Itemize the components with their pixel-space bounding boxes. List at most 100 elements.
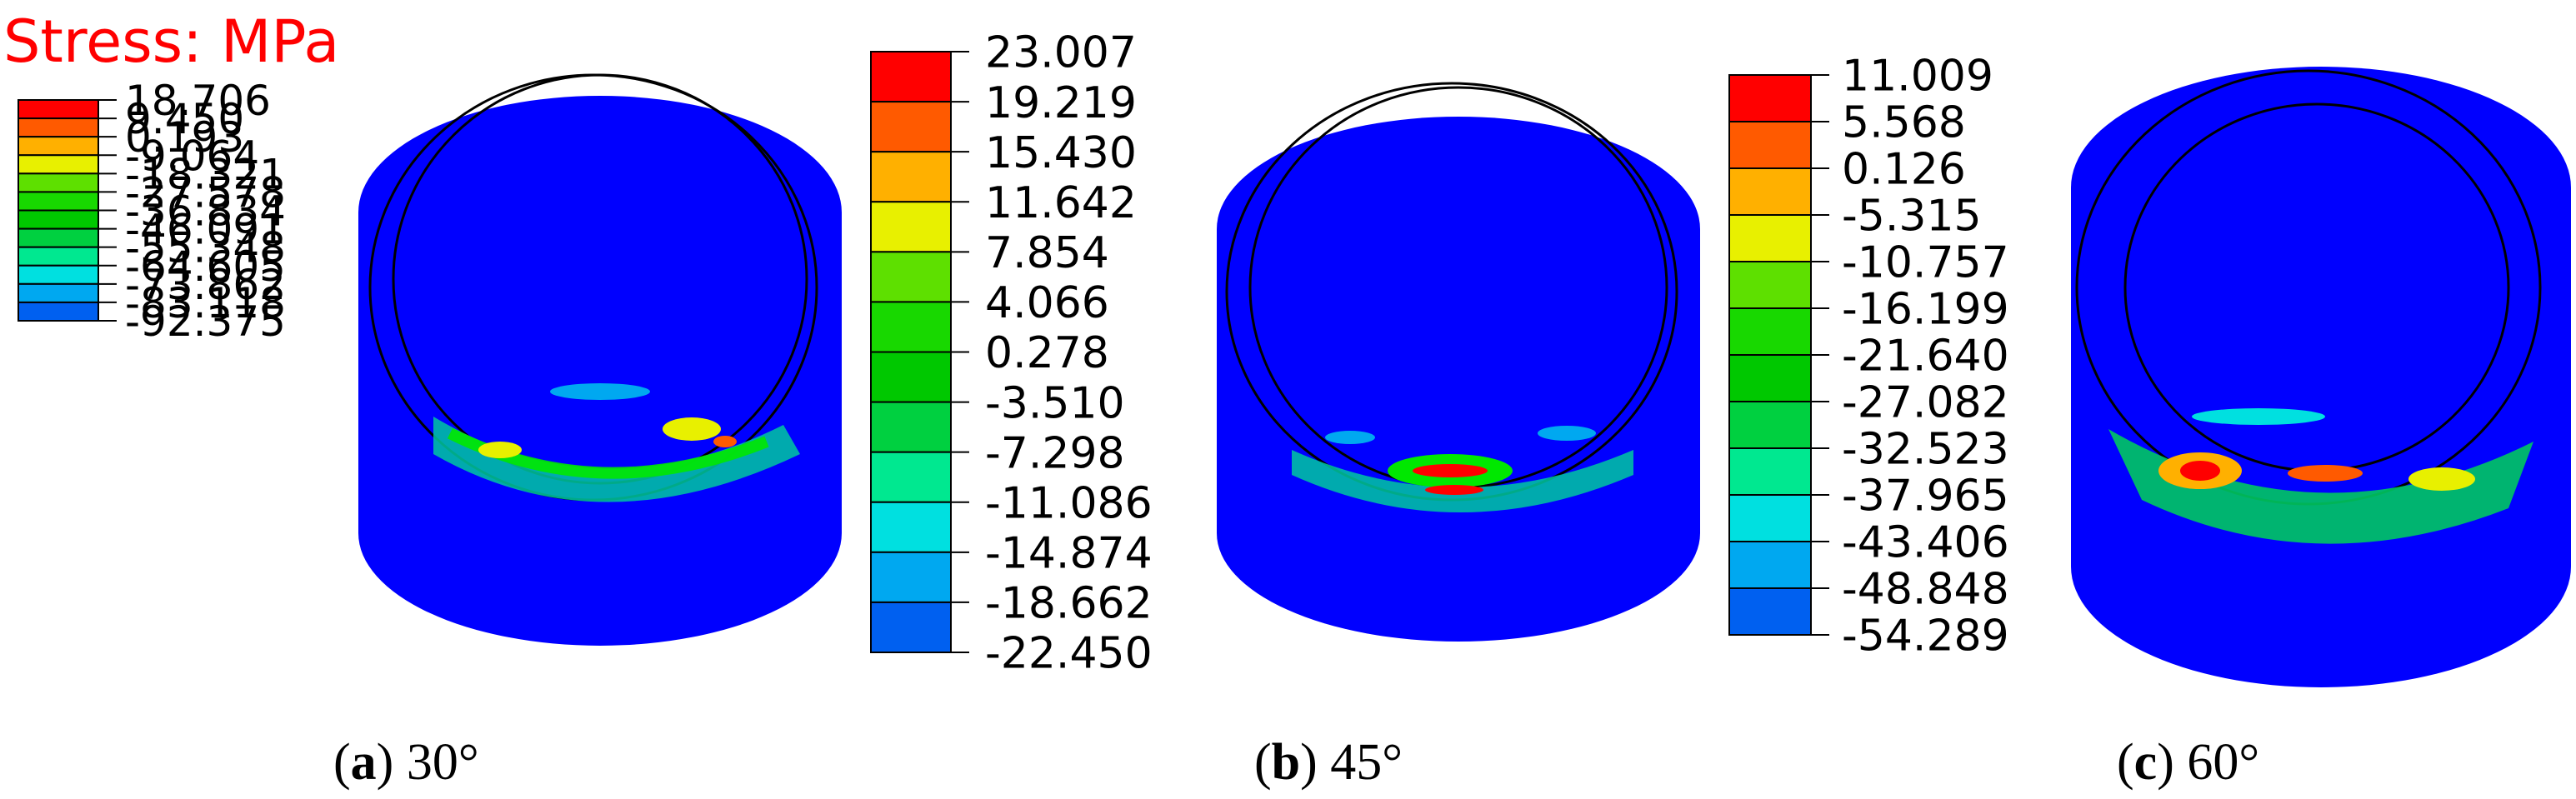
colorbar-label-c-12: -54.289: [1842, 612, 2009, 662]
colorbar-label-c-11: -48.848: [1842, 565, 2009, 615]
colorbar-band-b-3: [870, 201, 952, 253]
stress-band-b: [1292, 450, 1633, 512]
colorbar-label-c-2: 0.126: [1842, 145, 1966, 195]
colorbar-label-a-7: -46.091: [125, 206, 286, 254]
colorbar-band-a-11: [18, 301, 99, 322]
cylinder-side-c: [2071, 187, 2571, 687]
colorbar-label-b-0: 23.007: [985, 28, 1137, 78]
hotspot-a1: [663, 417, 721, 441]
hotspot-c2: [2180, 461, 2220, 481]
model-a: [358, 73, 842, 646]
colorbar-label-c-10: -43.406: [1842, 518, 2009, 568]
colorbar-band-a-2: [18, 136, 99, 157]
caption-letter-b: b: [1272, 734, 1300, 791]
colorbar-label-a-4: -18.321: [125, 150, 286, 198]
cylinder-top-c: [2071, 67, 2571, 308]
colorbar-label-c-0: 11.009: [1842, 52, 1993, 102]
colorbar-label-a-0: 18.706: [125, 77, 271, 125]
cylinder-side-a: [358, 212, 842, 646]
colorbar-label-c-6: -21.640: [1842, 332, 2009, 382]
colorbar-label-b-6: 0.278: [985, 328, 1109, 378]
colorbar-band-c-1: [1728, 121, 1812, 169]
colorbar-band-a-9: [18, 264, 99, 285]
colorbar-band-c-3: [1728, 214, 1812, 262]
cylinder-top-a: [358, 96, 842, 329]
colorbar-label-b-4: 7.854: [985, 228, 1109, 278]
caption-letter-a: a: [351, 734, 377, 791]
colorbar-label-b-12: -22.450: [985, 629, 1153, 679]
hotspot-a3: [713, 436, 737, 447]
colorbar-label-a-5: -27.578: [125, 168, 286, 217]
colorbar-label-a-11: -83.118: [125, 279, 286, 327]
colorbar-band-b-10: [870, 551, 952, 603]
cylinder-top-b: [1217, 117, 1700, 342]
colorbar-band-a-3: [18, 154, 99, 175]
panel-b: 23.00719.21915.43011.6427.8544.0660.278-…: [870, 28, 1700, 791]
colorbar-band-c-11: [1728, 587, 1812, 636]
hotspot-c4: [2408, 467, 2475, 491]
colorbar-label-a-1: 9.450: [125, 95, 244, 143]
colorbar-band-c-4: [1728, 261, 1812, 309]
colorbar-label-a-12: -92.375: [125, 297, 286, 346]
hotspot-b2: [1413, 464, 1488, 477]
colorbar-band-c-5: [1728, 307, 1812, 356]
stress-band-c: [2108, 429, 2533, 544]
colorbar-label-c-9: -37.965: [1842, 472, 2009, 522]
colorbar-band-a-4: [18, 172, 99, 193]
colorbar-band-b-1: [870, 101, 952, 153]
panel-c: 11.0095.5680.126-5.315-10.757-16.199-21.…: [1728, 52, 2571, 791]
colorbar-band-b-5: [870, 301, 952, 353]
hotspot-c5: [2192, 408, 2325, 425]
colorbar-band-b-7: [870, 401, 952, 453]
colorbar-label-b-10: -14.874: [985, 529, 1153, 579]
colorbar-band-a-7: [18, 227, 99, 248]
hotspot-b3: [1425, 485, 1483, 495]
hotspot-b4: [1325, 431, 1375, 444]
colorbar-label-b-11: -18.662: [985, 579, 1153, 629]
colorbar-label-c-5: -16.199: [1842, 285, 2009, 335]
hotspot-b5: [1538, 426, 1596, 441]
colorbar-label-b-9: -11.086: [985, 478, 1153, 528]
colorbar-band-c-10: [1728, 541, 1812, 589]
colorbar-band-a-6: [18, 209, 99, 230]
colorbar-label-b-1: 19.219: [985, 78, 1137, 128]
colorbar-label-c-4: -10.757: [1842, 238, 2009, 288]
colorbar-label-b-3: 11.642: [985, 178, 1137, 228]
caption-b: (b) 45°: [1254, 734, 1403, 791]
caption-angle-a: 30°: [407, 734, 479, 791]
colorbar-band-c-2: [1728, 167, 1812, 216]
colorbar-label-c-1: 5.568: [1842, 98, 1966, 148]
caption-angle-c: 60°: [2187, 734, 2259, 791]
colorbar-band-a-0: [18, 99, 99, 120]
colorbar-band-a-1: [18, 117, 99, 138]
colorbar-label-b-7: -3.510: [985, 378, 1125, 428]
colorbar-band-b-4: [870, 251, 952, 303]
cylinder-side-b: [1217, 229, 1700, 642]
colorbar-label-a-2: 0.193: [125, 113, 244, 162]
caption-angle-b: 45°: [1330, 734, 1403, 791]
colorbar-label-c-8: -32.523: [1842, 425, 2009, 475]
colorbar-label-c-7: -27.082: [1842, 378, 2009, 428]
hotspot-c3: [2288, 465, 2363, 482]
caption-c: (c) 60°: [2117, 734, 2259, 791]
colorbar-band-b-8: [870, 451, 952, 503]
colorbar-a: 18.7069.4500.193-9.064-18.321-27.578-36.…: [18, 77, 286, 346]
colorbar-band-c-7: [1728, 401, 1812, 449]
stress-title: Stress: MPa: [3, 7, 339, 76]
colorbar-label-a-6: -36.834: [125, 187, 286, 236]
model-b: [1217, 82, 1700, 642]
colorbar-band-b-6: [870, 351, 952, 403]
hotspot-a4: [550, 383, 650, 400]
colorbar-label-a-8: -55.348: [125, 224, 286, 272]
colorbar-band-c-0: [1728, 74, 1812, 122]
colorbar-c: 11.0095.5680.126-5.315-10.757-16.199-21.…: [1728, 52, 2009, 662]
colorbar-label-b-8: -7.298: [985, 428, 1125, 478]
stress-band-a: [433, 417, 800, 502]
colorbar-band-b-0: [870, 51, 952, 103]
colorbar-b: 23.00719.21915.43011.6427.8544.0660.278-…: [870, 28, 1153, 679]
panel-a: 18.7069.4500.193-9.064-18.321-27.578-36.…: [18, 73, 842, 791]
hotspot-a2: [478, 442, 522, 458]
colorbar-band-b-9: [870, 501, 952, 553]
model-c: [2071, 67, 2571, 687]
